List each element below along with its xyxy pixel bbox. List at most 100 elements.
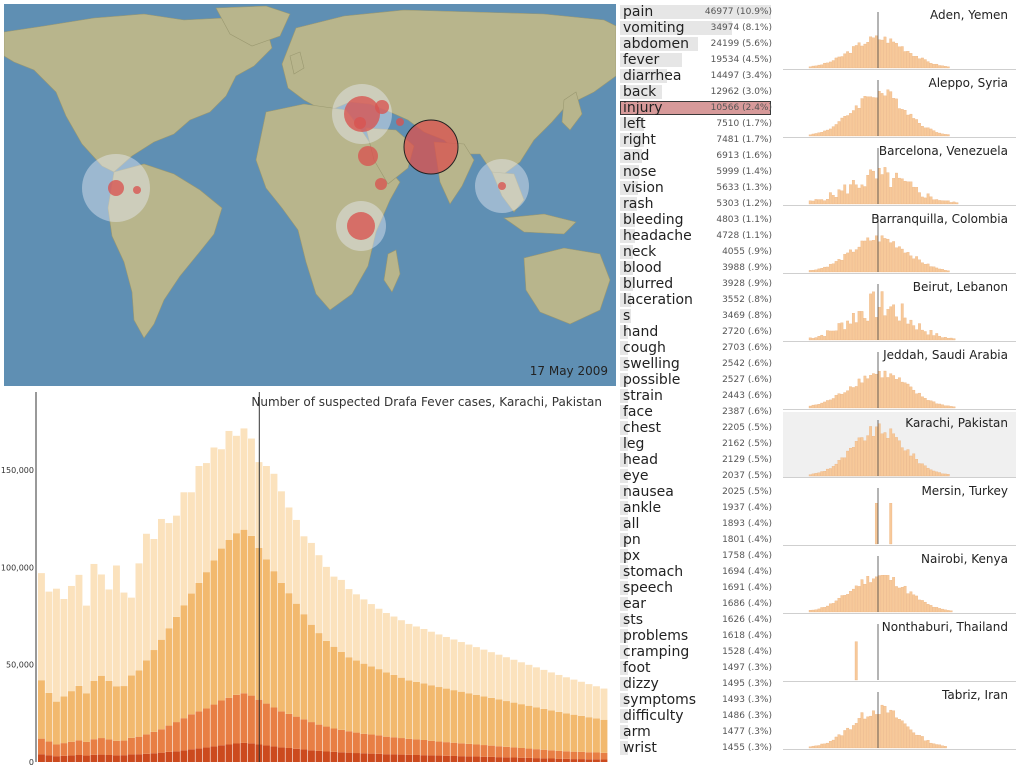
term-row[interactable]: sts 1626 (.4%): [620, 612, 775, 628]
term-frequency-bar: [620, 469, 628, 483]
city-bubble-dot[interactable]: [133, 186, 141, 194]
term-row[interactable]: blurred 3928 (.9%): [620, 276, 775, 292]
term-row[interactable]: laceration 3552 (.8%): [620, 292, 775, 308]
term-row[interactable]: leg 2162 (.5%): [620, 436, 775, 452]
term-row[interactable]: speech 1691 (.4%): [620, 580, 775, 596]
city-panel[interactable]: Beirut, Lebanon: [783, 276, 1016, 342]
term-row[interactable]: pn 1801 (.4%): [620, 532, 775, 548]
city-bubble[interactable]: [336, 201, 386, 251]
city-bubble[interactable]: [332, 84, 392, 144]
symptom-term-list[interactable]: pain 46977 (10.9%) vomiting 34974 (8.1%) abd…: [620, 4, 775, 762]
histogram-bar: [863, 718, 867, 749]
city-bubble[interactable]: [396, 118, 404, 126]
term-row[interactable]: cramping 1528 (.4%): [620, 644, 775, 660]
cases-chart-canvas[interactable]: 0 50,000 100,000 150,000 Number of suspecte…: [0, 388, 612, 767]
city-bubble-dot[interactable]: [375, 100, 389, 114]
term-row[interactable]: diarrhea 14497 (3.4%): [620, 68, 775, 84]
term-row[interactable]: ear 1686 (.4%): [620, 596, 775, 612]
term-row[interactable]: nausea 2025 (.5%): [620, 484, 775, 500]
city-panel[interactable]: Tabriz, Iran: [783, 684, 1016, 750]
term-row[interactable]: all 1893 (.4%): [620, 516, 775, 532]
city-panel[interactable]: Mersin, Turkey: [783, 480, 1016, 546]
term-row[interactable]: vision 5633 (1.3%): [620, 180, 775, 196]
term-row[interactable]: pain 46977 (10.9%): [620, 4, 775, 20]
term-row[interactable]: rash 5303 (1.2%): [620, 196, 775, 212]
city-bubble[interactable]: [375, 178, 387, 190]
cases-chart[interactable]: 0 50,000 100,000 150,000 Number of suspecte…: [0, 388, 612, 767]
term-row[interactable]: wrist 1455 (.3%): [620, 740, 775, 756]
chart-bar-segment: [105, 589, 113, 681]
term-row[interactable]: injury 10566 (2.4%): [620, 100, 775, 116]
term-row[interactable]: face 2387 (.6%): [620, 404, 775, 420]
city-bubble-dot[interactable]: [347, 212, 375, 240]
term-row[interactable]: left 7510 (1.7%): [620, 116, 775, 132]
term-row[interactable]: px 1758 (.4%): [620, 548, 775, 564]
city-bubble-dot[interactable]: [108, 180, 124, 196]
city-panel[interactable]: Barcelona, Venezuela: [783, 140, 1016, 206]
city-bubble[interactable]: [358, 146, 378, 166]
city-bubble-dot[interactable]: [396, 118, 404, 126]
term-row[interactable]: neck 4055 (.9%): [620, 244, 775, 260]
term-row[interactable]: headache 4728 (1.1%): [620, 228, 775, 244]
world-map[interactable]: 17 May 2009: [4, 4, 616, 386]
city-bubble-dot[interactable]: [354, 117, 366, 129]
term-row[interactable]: nose 5999 (1.4%): [620, 164, 775, 180]
term-row[interactable]: dizzy 1495 (.3%): [620, 676, 775, 692]
city-bubble[interactable]: [82, 154, 150, 222]
histogram-bar: [811, 269, 815, 273]
term-row[interactable]: bleeding 4803 (1.1%): [620, 212, 775, 228]
city-bubble[interactable]: [403, 119, 459, 175]
term-row[interactable]: eye 2037 (.5%): [620, 468, 775, 484]
city-bubbles[interactable]: [82, 84, 529, 251]
term-row[interactable]: right 7481 (1.7%): [620, 132, 775, 148]
city-panel[interactable]: Aden, Yemen: [783, 4, 1016, 70]
term-row[interactable]: arm 1477 (.3%): [620, 724, 775, 740]
term-row[interactable]: back 12962 (3.0%): [620, 84, 775, 100]
city-bubble[interactable]: [133, 186, 141, 194]
term-row[interactable]: fever 19534 (4.5%): [620, 52, 775, 68]
term-row[interactable]: strain 2443 (.6%): [620, 388, 775, 404]
term-row[interactable]: s 3469 (.8%): [620, 308, 775, 324]
city-panel[interactable]: Barranquilla, Colombia: [783, 208, 1016, 274]
city-bubble-dot[interactable]: [498, 182, 506, 190]
city-bubble[interactable]: [475, 159, 529, 213]
city-panel[interactable]: Nairobi, Kenya: [783, 548, 1016, 614]
term-row[interactable]: problems 1618 (.4%): [620, 628, 775, 644]
city-histogram-list[interactable]: Aden, Yemen Aleppo, Syria Barcelona, Venez…: [783, 4, 1016, 762]
city-panel[interactable]: Nonthaburi, Thailand: [783, 616, 1016, 682]
histogram-bar: [837, 734, 841, 749]
term-row[interactable]: cough 2703 (.6%): [620, 340, 775, 356]
term-row[interactable]: difficulty 1486 (.3%): [620, 708, 775, 724]
city-panel[interactable]: Jeddah, Saudi Arabia: [783, 344, 1016, 410]
term-row[interactable]: chest 2205 (.5%): [620, 420, 775, 436]
term-row[interactable]: foot 1497 (.3%): [620, 660, 775, 676]
chart-bar-segment: [285, 713, 293, 748]
city-bubble-dot[interactable]: [358, 146, 378, 166]
term-row[interactable]: stomach 1694 (.4%): [620, 564, 775, 580]
city-bubble-dot[interactable]: [375, 178, 387, 190]
city-bubble[interactable]: [354, 117, 366, 129]
term-row[interactable]: swelling 2542 (.6%): [620, 356, 775, 372]
city-panel[interactable]: Aleppo, Syria: [783, 72, 1016, 138]
city-name-label: Jeddah, Saudi Arabia: [883, 348, 1008, 362]
term-row[interactable]: abdomen 24199 (5.6%): [620, 36, 775, 52]
term-row[interactable]: symptoms 1493 (.3%): [620, 692, 775, 708]
histogram-bar: [826, 330, 829, 341]
city-bubble[interactable]: [375, 100, 389, 114]
world-map-canvas[interactable]: [4, 4, 616, 386]
city-bubble-dot[interactable]: [403, 119, 459, 175]
city-panel[interactable]: Karachi, Pakistan: [783, 412, 1016, 478]
term-row[interactable]: head 2129 (.5%): [620, 452, 775, 468]
term-row[interactable]: ankle 1937 (.4%): [620, 500, 775, 516]
chart-bar-segment: [360, 599, 368, 664]
term-row[interactable]: blood 3988 (.9%): [620, 260, 775, 276]
term-row[interactable]: and 6913 (1.6%): [620, 148, 775, 164]
term-row[interactable]: vomiting 34974 (8.1%): [620, 20, 775, 36]
chart-bar-segment: [270, 746, 278, 762]
term-frequency-bar: [620, 165, 640, 179]
chart-bar-segment: [165, 725, 173, 752]
city-bubble-dot[interactable]: [344, 96, 380, 132]
term-row[interactable]: hand 2720 (.6%): [620, 324, 775, 340]
chart-bar-segment: [60, 743, 68, 756]
term-row[interactable]: possible 2527 (.6%): [620, 372, 775, 388]
